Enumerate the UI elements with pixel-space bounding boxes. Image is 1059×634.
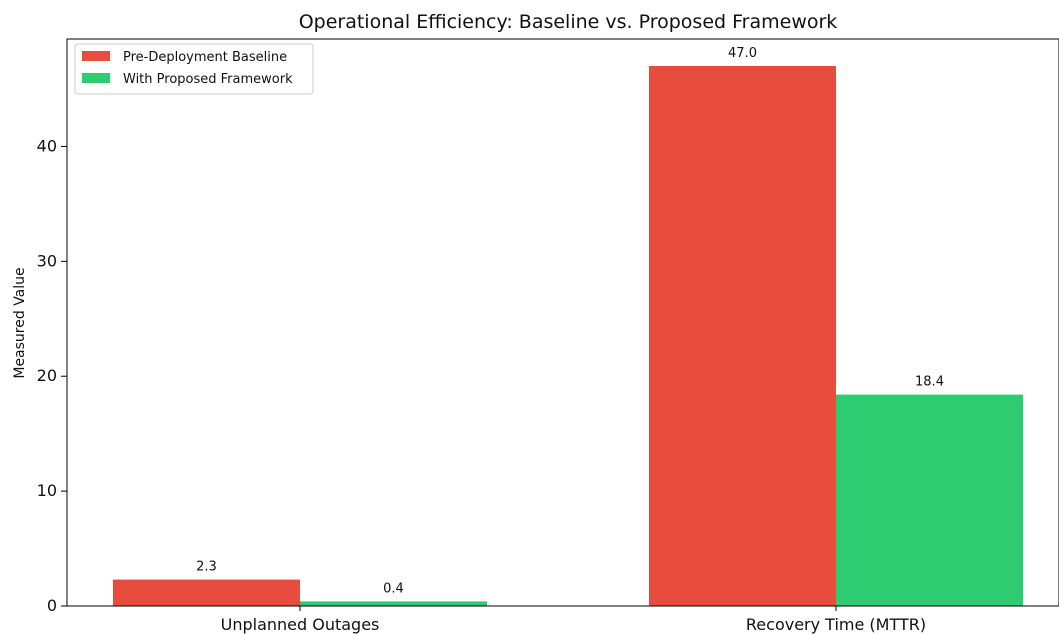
y-tick-label: 0 [47,596,57,615]
bar-data-label: 47.0 [728,46,757,61]
legend-entry: Pre-Deployment Baseline [123,50,287,65]
legend-swatch [82,51,110,61]
legend-swatch [82,73,110,83]
bar [649,66,836,606]
bar [836,395,1023,606]
bar-data-label: 2.3 [196,560,217,575]
chart-title: Operational Efficiency: Baseline vs. Pro… [299,11,838,33]
bar [113,580,300,606]
bar-data-label: 0.4 [383,581,404,596]
y-tick-label: 10 [37,481,57,500]
y-tick-label: 20 [37,366,57,385]
legend-entry: With Proposed Framework [123,72,293,87]
legend: Pre-Deployment Baseline With Proposed Fra… [75,44,313,94]
plot-area: 0 10 20 30 40 2.3 47.0 0.4 18.4 Unplanned Outages… [37,46,1023,634]
x-tick-label: Unplanned Outages [221,615,380,634]
x-tick-label: Recovery Time (MTTR) [746,615,926,634]
bar-data-label: 18.4 [915,375,944,390]
y-axis-label: Measured Value [12,267,28,378]
y-tick-label: 30 [37,251,57,270]
y-tick-label: 40 [37,136,57,155]
bar [300,601,487,606]
